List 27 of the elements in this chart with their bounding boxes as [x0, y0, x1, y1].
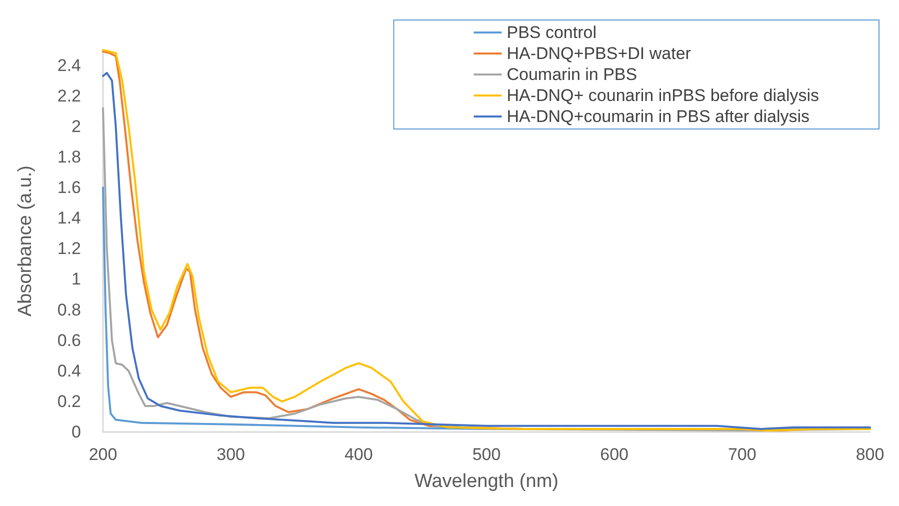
x-axis-title: Wavelength (nm)	[414, 471, 558, 492]
y-tick-label: 1.6	[57, 178, 81, 198]
legend-label: Coumarin in PBS	[506, 65, 638, 84]
y-tick-label: 0.6	[57, 330, 81, 350]
x-tick-label: 800	[856, 445, 884, 464]
legend-label: HA-DNQ+coumarin in PBS after dialysis	[506, 107, 810, 126]
x-tick-label: 300	[216, 445, 246, 464]
x-tick-label: 600	[600, 445, 629, 464]
x-tick-label: 400	[344, 445, 373, 464]
y-tick-label: 0.4	[57, 361, 81, 380]
y-tick-label: 0.8	[57, 300, 81, 320]
y-tick-label: 2	[72, 116, 81, 136]
x-tick-label: 500	[472, 445, 501, 464]
y-tick-label: 1.8	[57, 147, 81, 166]
legend-label: HA-DNQ+PBS+DI water	[506, 44, 692, 63]
y-tick-label: 1.4	[57, 208, 81, 228]
y-axis-title: Absorbance (a.u.)	[15, 165, 36, 317]
legend-label: PBS control	[506, 23, 596, 42]
legend-label: HA-DNQ+ counarin inPBS before dialysis	[506, 86, 820, 105]
x-tick-label: 200	[88, 445, 118, 464]
y-tick-label: 0.2	[57, 392, 81, 411]
y-tick-label: 1	[72, 270, 81, 289]
x-tick-label: 700	[728, 445, 756, 464]
y-tick-label: 0	[72, 422, 81, 442]
y-tick-label: 2.4	[57, 56, 81, 75]
y-tick-label: 1.2	[57, 239, 81, 258]
y-tick-label: 2.2	[57, 86, 81, 106]
